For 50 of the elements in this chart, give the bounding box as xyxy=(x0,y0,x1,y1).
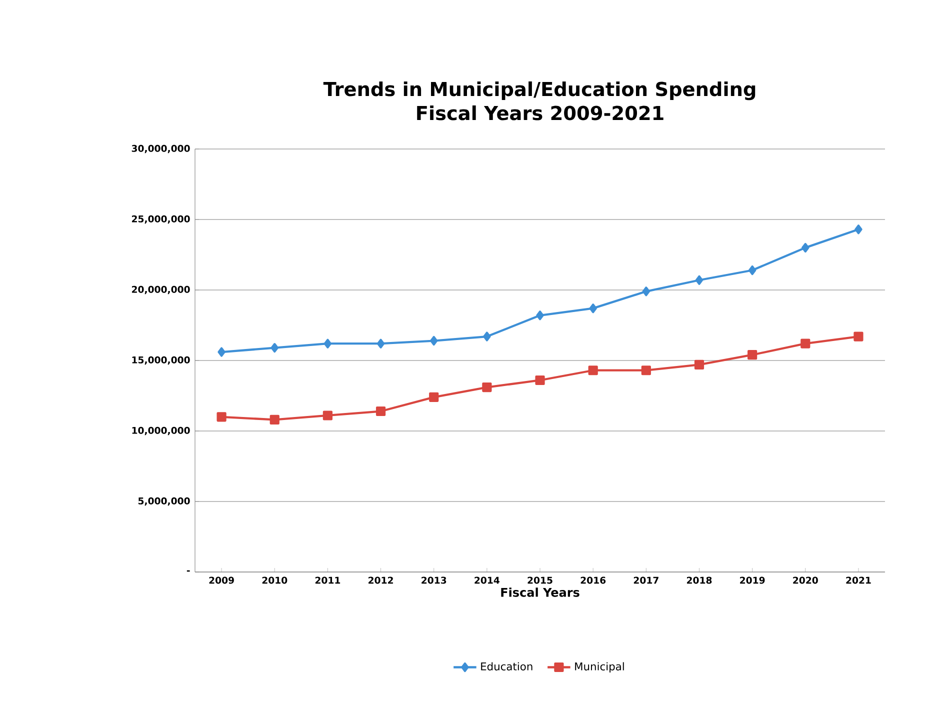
point xyxy=(641,366,651,376)
point xyxy=(322,410,333,420)
x-tick-label: 2010 xyxy=(262,576,288,584)
point xyxy=(376,338,385,348)
legend-label: Education xyxy=(481,662,532,670)
x-tick-label: 2015 xyxy=(528,576,552,584)
point xyxy=(748,350,758,360)
point xyxy=(589,304,597,314)
x-tick-label: 2021 xyxy=(846,576,871,584)
chart-title: Trends in Municipal/Education Spending Fiscal Years 2009-2021 xyxy=(323,81,756,120)
x-tick-label: 2013 xyxy=(422,576,446,584)
point xyxy=(429,392,439,402)
legend-label: Municipal xyxy=(575,662,624,673)
y-tick-label: 20,000,000 xyxy=(132,286,190,294)
point xyxy=(802,242,810,253)
y-tick-label: 15,000,000 xyxy=(132,356,190,365)
point xyxy=(535,375,545,386)
x-tick-label: 2020 xyxy=(793,576,818,584)
x-tick-label: 2011 xyxy=(315,576,340,584)
y-tick-label: 30,000,000 xyxy=(132,144,190,154)
x-tick-label: 2017 xyxy=(634,576,658,584)
point xyxy=(216,412,226,422)
point xyxy=(642,286,650,296)
point xyxy=(695,275,704,285)
point xyxy=(218,347,226,357)
point xyxy=(483,332,491,342)
point xyxy=(430,336,438,346)
point xyxy=(748,265,756,276)
point xyxy=(854,224,862,234)
y-tick-label: - xyxy=(186,570,190,572)
point xyxy=(800,338,810,348)
x-tick-label: 2016 xyxy=(580,576,606,584)
point xyxy=(854,332,864,342)
point xyxy=(270,343,278,353)
y-tick-label: 5,000,000 xyxy=(138,497,190,506)
x-axis-title: Fiscal Years xyxy=(501,588,580,597)
point xyxy=(536,310,544,320)
x-tick-label: 2009 xyxy=(209,576,234,584)
point xyxy=(270,414,280,425)
point xyxy=(694,360,704,370)
y-tick-label: 25,000,000 xyxy=(132,215,190,224)
point xyxy=(588,366,598,376)
x-tick-label: 2019 xyxy=(740,576,765,584)
y-tick-label: 10,000,000 xyxy=(132,426,190,436)
point xyxy=(324,338,332,348)
point xyxy=(376,406,386,416)
x-tick-label: 2014 xyxy=(474,576,500,584)
x-tick-label: 2012 xyxy=(368,576,393,584)
point xyxy=(482,382,492,392)
x-tick-label: 2018 xyxy=(686,576,712,584)
